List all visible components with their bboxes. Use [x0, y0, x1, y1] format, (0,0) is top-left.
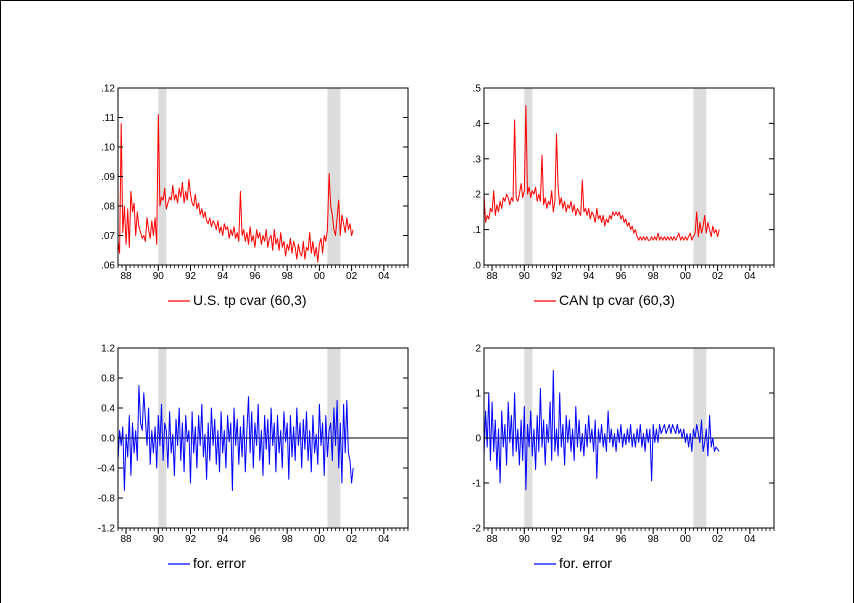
x-tick-label: 88: [120, 271, 132, 282]
x-tick-label: 00: [680, 271, 692, 282]
shaded-band-1: [524, 88, 533, 265]
y-tick-label: 0.8: [101, 374, 115, 385]
series-line-1: [117, 385, 354, 491]
y-tick-label: .07: [101, 231, 115, 242]
y-tick-label: .0: [473, 261, 482, 272]
y-tick-label: .5: [473, 84, 482, 95]
y-tick-label: .3: [473, 154, 482, 165]
x-tick-label: 04: [378, 534, 390, 545]
y-tick-label: .2: [473, 190, 482, 201]
x-tick-label: 98: [648, 534, 660, 545]
y-tick-label: 0.0: [101, 434, 115, 445]
chart-panel-us-forecast-error: -1.2 -0.8 -0.4 0.0 0.4 0.8 1.2 88 90 92 94 96 98 00 02…: [98, 344, 409, 571]
x-tick-label: 90: [519, 534, 531, 545]
x-tick-label: 88: [120, 534, 132, 545]
y-tick-label: -1: [472, 479, 481, 490]
legend-label: for. error: [193, 555, 246, 571]
x-tick-label: 90: [153, 271, 165, 282]
x-tick-label: 00: [680, 534, 692, 545]
x-tick-label: 02: [346, 534, 358, 545]
series-line-1: [483, 370, 720, 491]
x-tick-label: 04: [744, 271, 756, 282]
y-tick-label: 0.4: [101, 404, 115, 415]
y-tick-label: .09: [101, 172, 115, 183]
shaded-band-2: [693, 88, 707, 265]
y-tick-label: .06: [101, 261, 115, 272]
chart-panel-us-tp-cvar: .06 .07 .08 .09 .10 .11 .12 88 90 92 94 96 98 00 02 04 U…: [101, 84, 409, 308]
y-tick-label: -1.2: [98, 524, 116, 535]
x-tick-label: 92: [185, 271, 197, 282]
x-tick-label: 94: [583, 271, 595, 282]
y-tick-label: -2: [472, 524, 481, 535]
y-tick-label: .4: [473, 119, 482, 130]
x-tick-label: 00: [314, 534, 326, 545]
x-tick-label: 96: [615, 271, 627, 282]
series-line-1: [117, 114, 354, 263]
y-tick-label: .08: [101, 202, 115, 213]
x-tick-label: 92: [185, 534, 197, 545]
x-tick-label: 04: [378, 271, 390, 282]
chart-panel-can-forecast-error: -2 -1 0 1 2 88 90 92 94 96 98 00 02 04 for. error: [472, 344, 775, 571]
x-tick-label: 94: [217, 534, 229, 545]
x-tick-label: 00: [314, 271, 326, 282]
x-tick-label: 98: [282, 271, 294, 282]
y-tick-label: .12: [101, 84, 115, 95]
x-tick-label: 02: [346, 271, 358, 282]
y-tick-label: 0: [475, 434, 481, 445]
x-tick-label: 90: [153, 534, 165, 545]
y-tick-label: .11: [102, 113, 116, 124]
y-tick-label: 1.2: [101, 344, 115, 355]
legend-label: U.S. tp cvar (60,3): [193, 292, 307, 308]
y-tick-label: 1: [475, 389, 481, 400]
y-tick-label: .1: [473, 225, 482, 236]
x-tick-label: 90: [519, 271, 531, 282]
legend-label: CAN tp cvar (60,3): [559, 292, 675, 308]
series-line-1: [483, 105, 720, 241]
y-tick-label: -0.4: [98, 464, 116, 475]
x-tick-label: 96: [615, 534, 627, 545]
legend-label: for. error: [559, 555, 612, 571]
y-tick-label: -0.8: [98, 494, 116, 505]
x-tick-label: 94: [217, 271, 229, 282]
x-tick-label: 92: [551, 271, 563, 282]
chart-panel-can-tp-cvar: .0 .1 .2 .3 .4 .5 88 90 92 94 96 98 00 02 04 CAN tp cva…: [473, 84, 775, 308]
x-tick-label: 96: [249, 271, 261, 282]
x-tick-label: 88: [486, 271, 498, 282]
shaded-band-1: [158, 88, 167, 265]
x-tick-label: 88: [486, 534, 498, 545]
x-tick-label: 04: [744, 534, 756, 545]
y-tick-label: .10: [101, 143, 115, 154]
x-tick-label: 02: [712, 271, 724, 282]
x-tick-label: 96: [249, 534, 261, 545]
y-tick-label: 2: [475, 344, 481, 355]
x-tick-label: 94: [583, 534, 595, 545]
x-tick-label: 98: [282, 534, 294, 545]
x-tick-label: 02: [712, 534, 724, 545]
x-tick-label: 98: [648, 271, 660, 282]
x-tick-label: 92: [551, 534, 563, 545]
